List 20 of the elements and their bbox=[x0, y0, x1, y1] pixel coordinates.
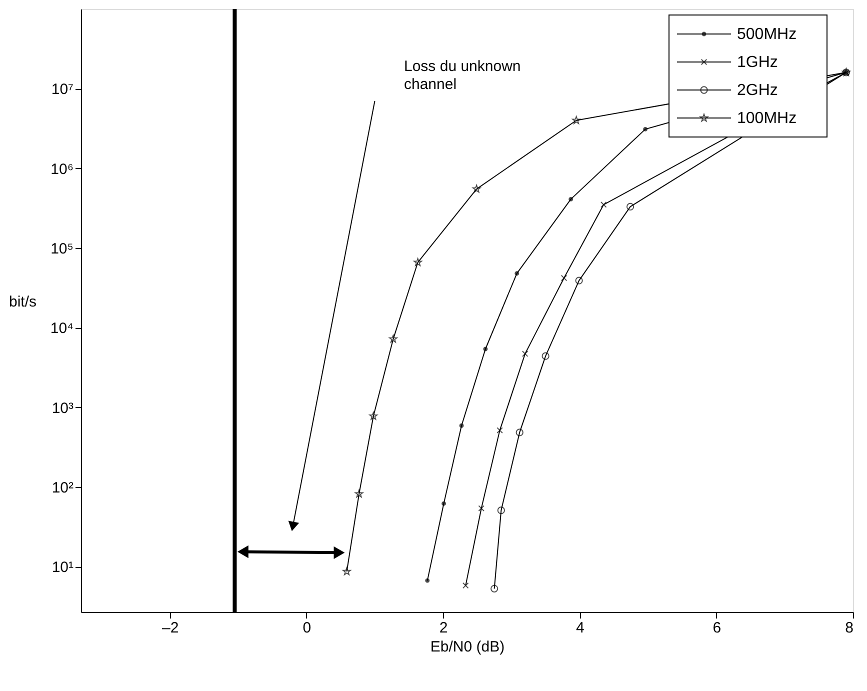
y-axis-title: bit/s bbox=[8, 294, 36, 310]
legend-label: 1GHz bbox=[737, 54, 778, 71]
y-tick-label: 10² bbox=[52, 480, 74, 497]
legend-label: 2GHz bbox=[737, 82, 778, 99]
y-tick-label: 10⁴ bbox=[50, 320, 74, 338]
y-tick-label: 10⁶ bbox=[50, 160, 74, 178]
legend-label: 100MHz bbox=[737, 110, 797, 127]
legend-label: 500MHz bbox=[737, 26, 797, 43]
x-tick-label: 8 bbox=[845, 620, 854, 636]
y-tick-label: 10⁵ bbox=[50, 240, 74, 258]
x-tick-label: 4 bbox=[576, 620, 584, 636]
x-tick-label: 0 bbox=[302, 620, 312, 636]
y-tick-label: 10⁷ bbox=[51, 81, 74, 98]
x-axis-title: Eb/N0 (dB) bbox=[430, 638, 505, 656]
y-tick-label: 10³ bbox=[52, 400, 74, 417]
y-tick-label: 10¹ bbox=[52, 559, 74, 576]
x-tick-label: –2 bbox=[162, 620, 179, 636]
x-tick-label: 6 bbox=[712, 620, 722, 636]
annotation: Loss du unknown channel bbox=[404, 58, 521, 93]
x-tick-label: 2 bbox=[439, 620, 448, 636]
